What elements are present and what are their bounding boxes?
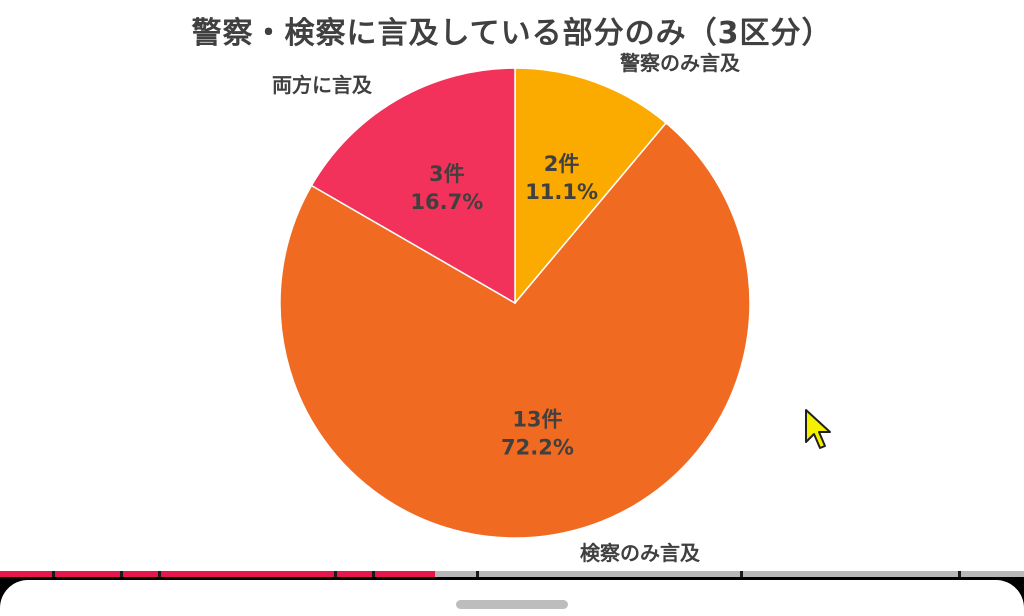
slice-category-label: 警察のみ言及 [620,51,741,75]
bottom-sheet[interactable] [0,580,1024,616]
chapter-marker [334,571,337,577]
mouse-pointer-icon [805,409,831,449]
slice-percent-label: 72.2% [501,435,574,459]
chart-title: 警察・検察に言及している部分のみ（3区分） [191,16,833,51]
pie-chart: 2件 11.1% 警察のみ言及 13件 72.2% 検察のみ言及 3件 16.7% 両方に言及 [272,51,751,565]
slice-count-label: 3件 [429,162,465,186]
pie-slice [514,67,668,306]
slide: 警察・検察に言及している部分のみ（3区分） 2件 11.1% 警察のみ言及 13件 72… [0,0,1024,576]
chapter-marker [52,571,55,577]
chapter-marker [120,571,123,577]
chapter-marker [476,571,479,577]
video-progress-bar[interactable] [0,571,1024,577]
video-progress-fill [0,571,436,577]
slice-percent-label: 11.1% [525,180,598,204]
sheet-drag-handle[interactable] [456,600,568,609]
slice-category-label: 検察のみ言及 [580,541,701,565]
pie-slice [279,121,751,539]
chapter-marker [372,571,375,577]
slice-count-label: 13件 [512,407,562,431]
slice-count-label: 2件 [544,152,580,176]
slice-category-label: 両方に言及 [272,73,373,97]
chapter-marker [958,571,961,577]
chapter-marker [158,571,161,577]
pie-slice [310,67,516,305]
chapter-marker [740,571,743,577]
slice-percent-label: 16.7% [410,190,483,214]
